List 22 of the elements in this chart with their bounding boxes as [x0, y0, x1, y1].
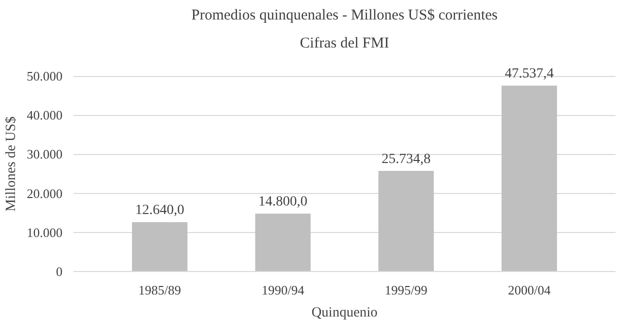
data-label: 25.734,8 [382, 152, 431, 167]
chart-title: Promedios quinquenales - Millones US$ corrientes [191, 8, 498, 24]
y-tick-label: 50.000 [26, 68, 62, 84]
y-tick-label: 20.000 [26, 186, 62, 201]
bar [132, 222, 188, 272]
x-tick-label: 1985/89 [138, 282, 182, 298]
bar [502, 86, 557, 272]
y-tick-label: 40.000 [26, 108, 62, 123]
y-axis-title: Millones de US$ [4, 116, 19, 212]
x-tick-label: 2000/04 [508, 282, 552, 298]
chart-subtitle: Cifras del FMI [300, 36, 390, 52]
bar [255, 214, 311, 272]
x-tick-label: 1990/94 [262, 282, 305, 298]
x-tick-label: 1995/99 [384, 282, 428, 298]
data-label: 12.640,0 [135, 203, 184, 218]
x-axis-title: Quinquenio [311, 306, 378, 320]
y-tick-label: 30.000 [26, 146, 62, 162]
bar [378, 170, 434, 272]
data-label: 14.800,0 [258, 194, 308, 210]
data-label: 47.537,4 [504, 66, 554, 82]
y-tick-label: 0 [56, 264, 62, 279]
y-tick-label: 10.000 [26, 224, 62, 240]
